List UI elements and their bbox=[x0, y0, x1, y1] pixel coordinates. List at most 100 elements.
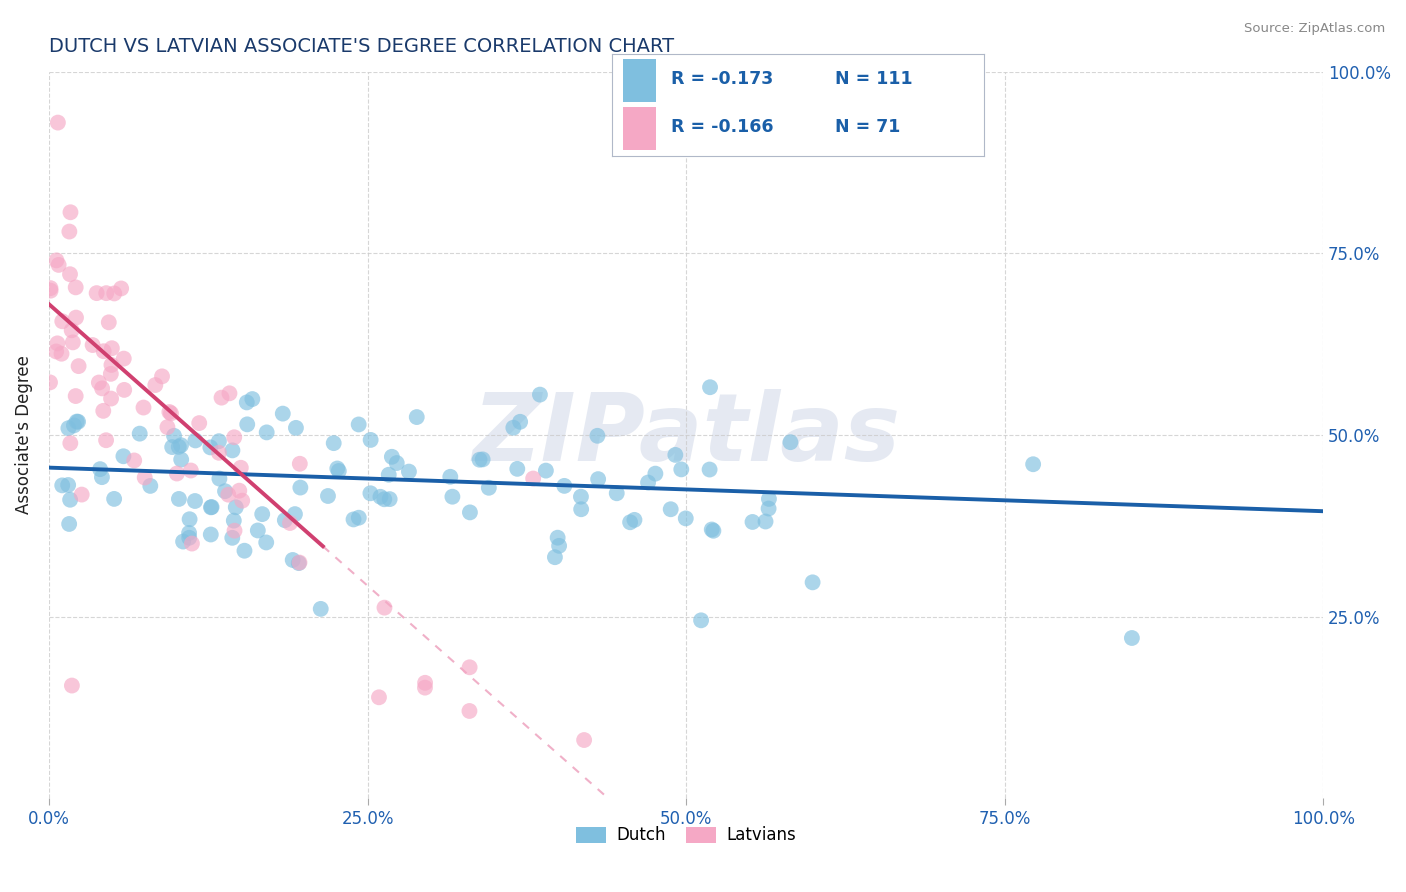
Point bbox=[62, 335, 84, 350]
Point bbox=[91, 404, 114, 418]
Point bbox=[378, 492, 401, 507]
Text: R = -0.173: R = -0.173 bbox=[671, 70, 773, 88]
Point bbox=[200, 500, 222, 515]
Point bbox=[48, 258, 70, 272]
Point bbox=[502, 420, 524, 434]
Point bbox=[112, 351, 135, 366]
Point bbox=[326, 461, 349, 475]
Point bbox=[758, 501, 780, 516]
Point bbox=[506, 462, 529, 476]
Point bbox=[91, 381, 114, 395]
Point bbox=[458, 704, 481, 718]
Point bbox=[97, 315, 120, 329]
Point bbox=[699, 380, 721, 394]
Point bbox=[569, 490, 592, 504]
Text: N = 71: N = 71 bbox=[835, 119, 900, 136]
Point bbox=[544, 550, 567, 565]
Point bbox=[529, 387, 551, 401]
Point bbox=[218, 386, 240, 401]
Point bbox=[758, 491, 780, 506]
Point bbox=[236, 395, 259, 409]
Point bbox=[236, 417, 259, 432]
Point bbox=[221, 443, 243, 458]
Point bbox=[39, 376, 62, 390]
Point bbox=[163, 429, 186, 443]
Point bbox=[468, 452, 491, 467]
Point bbox=[51, 478, 73, 492]
Point bbox=[458, 660, 481, 674]
Point bbox=[316, 489, 339, 503]
Point bbox=[288, 556, 311, 570]
Point bbox=[179, 512, 201, 526]
Point bbox=[208, 446, 231, 460]
Point bbox=[45, 253, 67, 268]
Point bbox=[82, 338, 104, 352]
Point bbox=[132, 401, 155, 415]
Point bbox=[801, 575, 824, 590]
Point bbox=[254, 535, 277, 549]
Point bbox=[134, 470, 156, 484]
Point bbox=[103, 491, 125, 506]
Point bbox=[250, 507, 273, 521]
Point bbox=[231, 493, 253, 508]
Point bbox=[398, 465, 420, 479]
Point bbox=[441, 490, 464, 504]
Point bbox=[87, 376, 110, 390]
Point bbox=[229, 460, 252, 475]
Point bbox=[373, 492, 395, 507]
Point bbox=[328, 464, 350, 478]
Point bbox=[160, 406, 183, 420]
Point bbox=[67, 359, 90, 373]
Text: DUTCH VS LATVIAN ASSOCIATE'S DEGREE CORRELATION CHART: DUTCH VS LATVIAN ASSOCIATE'S DEGREE CORR… bbox=[49, 37, 673, 56]
Point bbox=[548, 539, 571, 553]
Point bbox=[381, 450, 404, 464]
Point bbox=[184, 494, 207, 508]
Point bbox=[623, 513, 645, 527]
Point bbox=[103, 286, 125, 301]
Point bbox=[58, 516, 80, 531]
Point bbox=[184, 434, 207, 448]
Point bbox=[166, 467, 188, 481]
Point bbox=[128, 426, 150, 441]
Point bbox=[271, 407, 294, 421]
Point bbox=[100, 358, 122, 372]
Point bbox=[39, 281, 62, 295]
Point bbox=[39, 284, 62, 298]
Point bbox=[377, 467, 399, 482]
Point bbox=[385, 456, 408, 470]
Point bbox=[160, 440, 183, 454]
Point bbox=[100, 367, 122, 381]
Point bbox=[67, 415, 90, 429]
Point bbox=[200, 441, 222, 455]
FancyBboxPatch shape bbox=[623, 107, 657, 150]
Point bbox=[224, 524, 246, 538]
Point bbox=[122, 453, 145, 467]
Point bbox=[94, 434, 117, 448]
Point bbox=[211, 391, 233, 405]
Point bbox=[139, 479, 162, 493]
Point bbox=[65, 280, 87, 294]
Point bbox=[200, 527, 222, 541]
Point bbox=[59, 205, 82, 219]
Point bbox=[699, 462, 721, 476]
Point bbox=[553, 479, 575, 493]
Point bbox=[59, 492, 82, 507]
Point bbox=[60, 323, 83, 337]
Point bbox=[46, 336, 69, 351]
Point bbox=[56, 478, 79, 492]
Point bbox=[112, 383, 135, 397]
Point bbox=[180, 463, 202, 477]
Point bbox=[690, 613, 713, 627]
Point bbox=[65, 389, 87, 403]
Point bbox=[278, 516, 301, 530]
Point bbox=[179, 531, 201, 545]
Point bbox=[208, 434, 231, 449]
Point bbox=[170, 438, 193, 452]
Point bbox=[637, 475, 659, 490]
Point bbox=[586, 472, 609, 486]
Point bbox=[221, 531, 243, 545]
Point bbox=[167, 440, 190, 454]
Point bbox=[177, 525, 200, 540]
Point bbox=[754, 515, 776, 529]
Point bbox=[659, 502, 682, 516]
